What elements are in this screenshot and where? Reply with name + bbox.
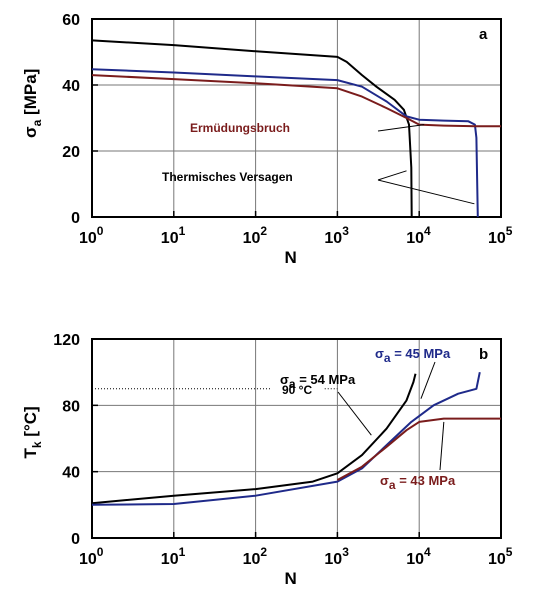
x-tick-exponent: 5 <box>506 545 513 559</box>
series-label-symbol: σ <box>280 372 289 387</box>
series-label-subscript: a <box>384 351 391 365</box>
x-tick-label: 101 <box>161 224 186 247</box>
x-tick-mantissa: 10 <box>488 551 506 568</box>
x-tick-mantissa: 10 <box>406 551 424 568</box>
x-tick-label: 100 <box>79 224 104 247</box>
x-tick-label: 101 <box>161 545 186 568</box>
plot-frame <box>91 18 502 218</box>
x-tick-exponent: 4 <box>424 224 431 238</box>
x-tick-mantissa: 10 <box>324 230 342 247</box>
reference-line-label: 90 °C <box>282 383 312 397</box>
panel-label: b <box>479 346 488 363</box>
series-label-1: σa = 54 MPa <box>280 372 356 391</box>
x-tick-label: 105 <box>488 224 513 247</box>
x-tick-mantissa: 10 <box>161 551 179 568</box>
y-tick-label: 0 <box>71 531 80 548</box>
series-label-subscript: a <box>289 377 296 391</box>
annotation-thermisches-versagen: Thermisches Versagen <box>162 170 293 184</box>
x-tick-exponent: 0 <box>97 545 104 559</box>
x-tick-label: 103 <box>324 545 349 568</box>
x-tick-mantissa: 10 <box>79 230 97 247</box>
y-axis-label-unit: [MPa] <box>21 69 40 120</box>
series-label-symbol: σ <box>375 346 384 361</box>
series-line-2 <box>91 68 479 218</box>
series-line-1 <box>91 39 413 218</box>
x-tick-label: 104 <box>406 224 431 247</box>
x-tick-mantissa: 10 <box>161 230 179 247</box>
x-axis-label: N <box>285 248 297 267</box>
x-tick-exponent: 1 <box>179 545 186 559</box>
series-label-value: = 54 MPa <box>296 372 356 387</box>
x-tick-label: 100 <box>79 545 104 568</box>
x-tick-label: 102 <box>243 545 268 568</box>
x-tick-mantissa: 10 <box>406 230 424 247</box>
x-tick-exponent: 4 <box>424 545 431 559</box>
x-tick-mantissa: 10 <box>243 551 261 568</box>
x-tick-mantissa: 10 <box>243 230 261 247</box>
panel-label: a <box>479 26 488 43</box>
plot-frame <box>91 338 502 539</box>
y-tick-label: 40 <box>62 465 80 482</box>
series-line-3 <box>91 74 501 128</box>
y-axis-label: σa [MPa] <box>21 69 44 138</box>
series-label-value: = 45 MPa <box>391 346 451 361</box>
y-tick-label: 120 <box>53 332 80 349</box>
x-tick-label: 102 <box>243 224 268 247</box>
series-line-1 <box>91 373 417 505</box>
series-line-2 <box>91 371 481 506</box>
annotation-pointer <box>377 179 475 205</box>
x-tick-exponent: 3 <box>342 224 349 238</box>
annotation-pointer <box>377 124 425 132</box>
annotation-ermuedungsbruch: Ermüdungsbruch <box>190 121 290 135</box>
y-tick-label: 60 <box>62 12 80 29</box>
series-label-pointer <box>439 421 445 471</box>
series-label-pointer <box>337 391 372 436</box>
y-axis-label-symbol: σ <box>21 126 40 138</box>
y-axis-label: Tk [°C] <box>21 406 44 458</box>
y-axis-label-subscript: a <box>30 119 44 126</box>
x-tick-mantissa: 10 <box>324 551 342 568</box>
y-tick-label: 40 <box>62 78 80 95</box>
y-tick-label: 20 <box>62 144 80 161</box>
series-label-pointer <box>420 361 436 399</box>
series-label-subscript: a <box>389 478 396 492</box>
series-label-3: σa = 43 MPa <box>380 473 456 492</box>
x-axis-label: N <box>285 569 297 588</box>
x-tick-exponent: 3 <box>342 545 349 559</box>
series-line-3 <box>336 417 501 481</box>
series-label-value: = 43 MPa <box>396 473 456 488</box>
x-tick-exponent: 1 <box>179 224 186 238</box>
x-tick-exponent: 5 <box>506 224 513 238</box>
x-tick-label: 105 <box>488 545 513 568</box>
x-tick-mantissa: 10 <box>79 551 97 568</box>
series-label-symbol: σ <box>380 473 389 488</box>
y-axis-label-subscript: k <box>30 441 44 448</box>
x-tick-exponent: 2 <box>260 545 267 559</box>
y-tick-label: 0 <box>71 210 80 227</box>
y-axis-label-unit: [°C] <box>21 406 40 441</box>
y-tick-label: 80 <box>62 398 80 415</box>
series-label-2: σa = 45 MPa <box>375 346 451 365</box>
x-tick-label: 103 <box>324 224 349 247</box>
x-tick-exponent: 2 <box>260 224 267 238</box>
x-tick-mantissa: 10 <box>488 230 506 247</box>
annotation-pointer <box>377 170 407 181</box>
y-axis-label-symbol: T <box>21 448 40 459</box>
x-tick-label: 104 <box>406 545 431 568</box>
x-tick-exponent: 0 <box>97 224 104 238</box>
